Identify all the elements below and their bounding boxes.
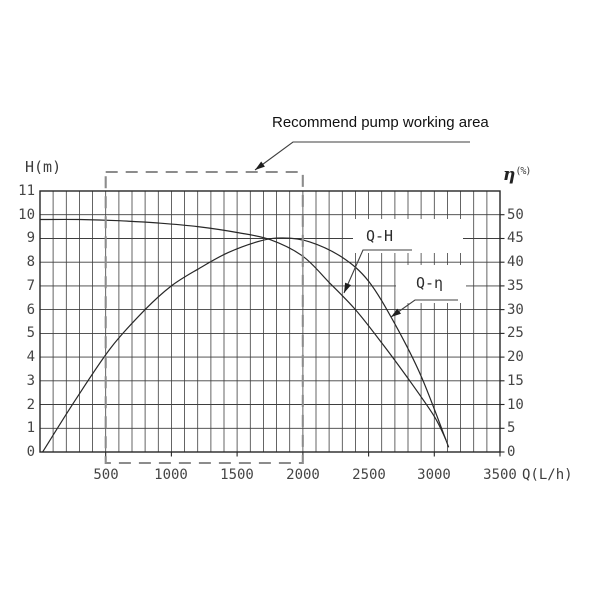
x-tick-label: 2000 [286,467,320,483]
x-tick-label: 3500 [483,467,517,483]
series-label-qeta: Q-η [416,274,444,292]
eta-tick-label: 45 [507,230,524,246]
eta-tick-label: 40 [507,254,524,270]
h-tick-label: 2 [26,397,35,413]
h-tick-label: 4 [26,349,35,365]
eta-tick-label: 35 [507,278,524,294]
eta-tick-label: 15 [507,373,524,389]
chart-title: Recommend pump working area [272,114,489,131]
eta-tick-label: 20 [507,349,524,365]
h-tick-label: 10 [18,207,35,223]
h-tick-label: 11 [18,183,35,199]
h-tick-label: 9 [26,230,35,246]
eta-tick-label: 10 [507,397,524,413]
eta-tick-label: 0 [507,444,516,460]
x-tick-label: 500 [93,467,119,483]
h-tick-label: 1 [26,420,35,436]
eta-tick-label: 25 [507,325,524,341]
x-axis-title: Q(L/h) [522,467,573,483]
h-tick-label: 3 [26,373,35,389]
eta-tick-label: 30 [507,302,524,318]
h-tick-label: 8 [26,254,35,270]
x-tick-label: 3000 [417,467,451,483]
eta-unit: (%) [515,166,531,177]
h-tick-label: 5 [26,325,35,341]
x-tick-label: 2500 [352,467,386,483]
h-tick-label: 7 [26,278,35,294]
x-tick-label: 1500 [220,467,254,483]
h-tick-label: 6 [26,302,35,318]
right-axis-title: η(%) [503,165,531,185]
eta-tick-label: 5 [507,420,516,436]
series-label-qh: Q-H [366,227,394,245]
h-tick-label: 0 [26,444,35,460]
x-tick-label: 1000 [154,467,188,483]
eta-tick-label: 50 [507,207,524,223]
eta-symbol: η [503,165,516,185]
left-axis-title: H(m) [25,158,62,176]
